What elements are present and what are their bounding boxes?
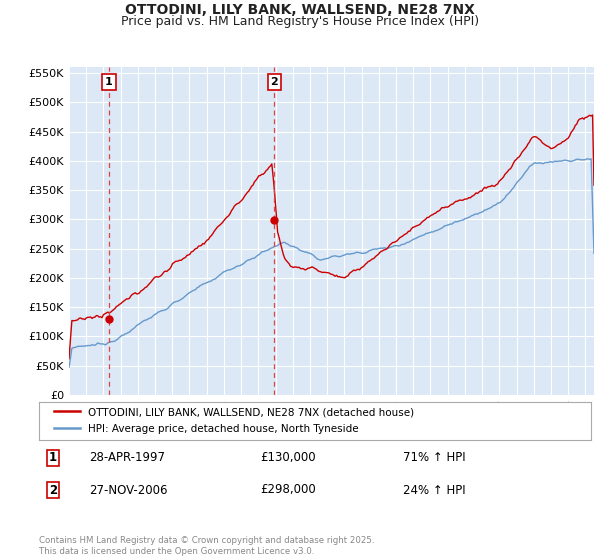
- Text: £298,000: £298,000: [260, 483, 316, 497]
- Text: Contains HM Land Registry data © Crown copyright and database right 2025.
This d: Contains HM Land Registry data © Crown c…: [39, 536, 374, 556]
- Text: 28-APR-1997: 28-APR-1997: [89, 451, 164, 464]
- Legend: OTTODINI, LILY BANK, WALLSEND, NE28 7NX (detached house), HPI: Average price, de: OTTODINI, LILY BANK, WALLSEND, NE28 7NX …: [50, 403, 419, 438]
- Text: 1: 1: [105, 77, 113, 87]
- Text: 2: 2: [49, 483, 57, 497]
- Text: 2: 2: [271, 77, 278, 87]
- Text: Price paid vs. HM Land Registry's House Price Index (HPI): Price paid vs. HM Land Registry's House …: [121, 15, 479, 27]
- Text: £130,000: £130,000: [260, 451, 316, 464]
- Text: 24% ↑ HPI: 24% ↑ HPI: [403, 483, 466, 497]
- Text: 71% ↑ HPI: 71% ↑ HPI: [403, 451, 466, 464]
- Text: 27-NOV-2006: 27-NOV-2006: [89, 483, 167, 497]
- Text: 1: 1: [49, 451, 57, 464]
- Text: OTTODINI, LILY BANK, WALLSEND, NE28 7NX: OTTODINI, LILY BANK, WALLSEND, NE28 7NX: [125, 3, 475, 17]
